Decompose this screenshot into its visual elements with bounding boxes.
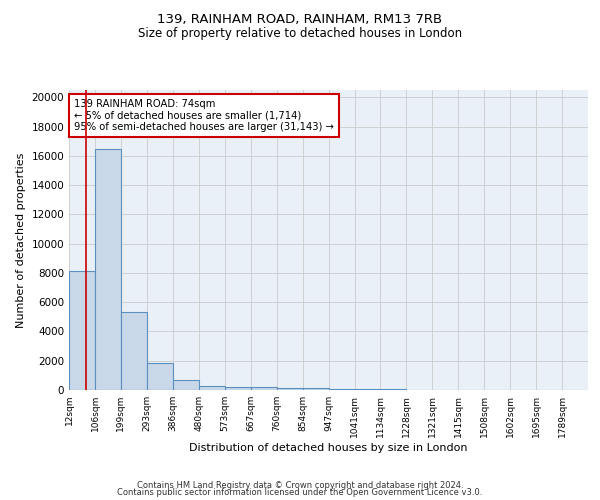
- Text: 139 RAINHAM ROAD: 74sqm
← 5% of detached houses are smaller (1,714)
95% of semi-: 139 RAINHAM ROAD: 74sqm ← 5% of detached…: [74, 99, 334, 132]
- Bar: [251, 388, 277, 390]
- Bar: [69, 272, 95, 390]
- Bar: [302, 388, 329, 390]
- X-axis label: Distribution of detached houses by size in London: Distribution of detached houses by size …: [189, 442, 468, 452]
- Text: Size of property relative to detached houses in London: Size of property relative to detached ho…: [138, 28, 462, 40]
- Text: Contains HM Land Registry data © Crown copyright and database right 2024.: Contains HM Land Registry data © Crown c…: [137, 480, 463, 490]
- Bar: [173, 380, 199, 390]
- Text: 139, RAINHAM ROAD, RAINHAM, RM13 7RB: 139, RAINHAM ROAD, RAINHAM, RM13 7RB: [157, 12, 443, 26]
- Bar: [199, 386, 224, 390]
- Y-axis label: Number of detached properties: Number of detached properties: [16, 152, 26, 328]
- Bar: [95, 148, 121, 390]
- Bar: [277, 388, 302, 390]
- Bar: [329, 389, 355, 390]
- Bar: [224, 386, 251, 390]
- Bar: [121, 312, 147, 390]
- Text: Contains public sector information licensed under the Open Government Licence v3: Contains public sector information licen…: [118, 488, 482, 497]
- Bar: [147, 363, 173, 390]
